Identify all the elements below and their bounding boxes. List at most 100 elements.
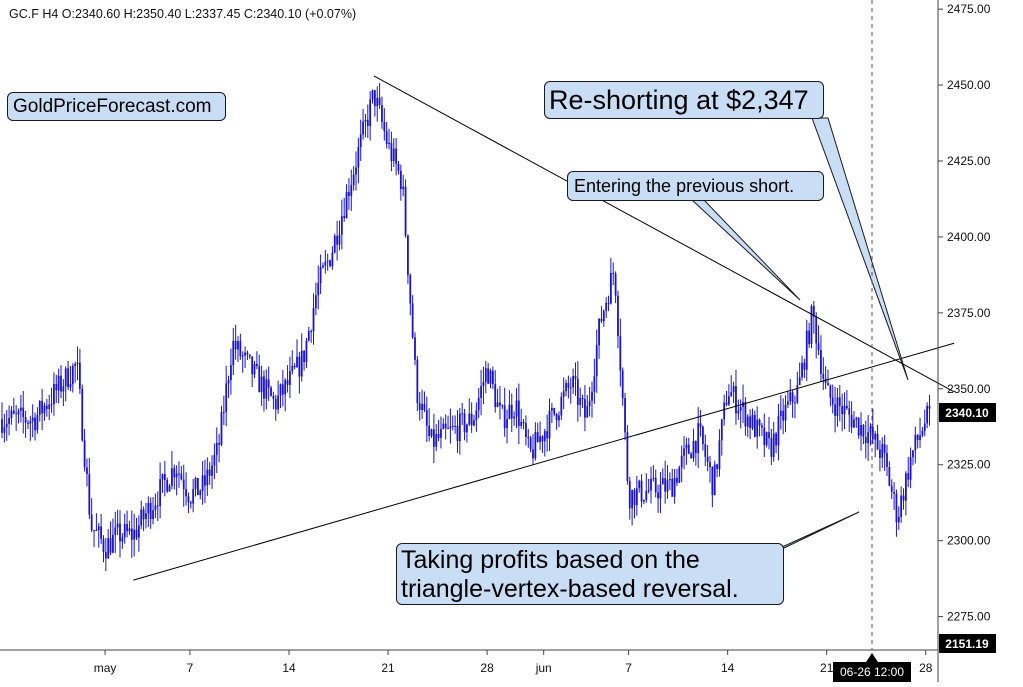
candle-body: [171, 468, 173, 486]
candle-body: [692, 441, 695, 459]
candle-body: [624, 398, 626, 433]
candle-body: [208, 469, 211, 476]
trendlines: [133, 75, 955, 581]
candle-body: [142, 509, 145, 520]
candle-body: [867, 432, 870, 444]
candle-body: [843, 405, 846, 415]
candle-body: [912, 450, 914, 458]
candle-body: [513, 416, 516, 419]
candle-body: [182, 479, 185, 490]
x-tick-label: 14: [282, 661, 296, 675]
candle-body: [522, 421, 525, 424]
candle-body: [154, 505, 157, 511]
candle-body: [310, 331, 313, 333]
candle-body: [900, 495, 903, 517]
candle-body: [751, 415, 754, 429]
candle-body: [666, 480, 669, 492]
candle-body: [166, 479, 169, 492]
y-axis-ticks: 2475.00 2450.00 2425.00 2400.00 2375.00 2350.…: [938, 2, 991, 624]
last-price-tag: 2340.10: [939, 403, 996, 422]
candle-body: [378, 97, 381, 105]
candle-body: [178, 473, 180, 475]
candle-body: [173, 468, 176, 478]
candle-body: [76, 362, 79, 364]
candle-body: [784, 404, 787, 421]
candle-body: [418, 403, 421, 411]
candle-body: [621, 370, 624, 399]
candle-body: [529, 437, 532, 450]
candle-body: [135, 529, 138, 538]
candle-body: [820, 350, 822, 374]
candle-body: [822, 373, 825, 379]
candle-body: [78, 362, 81, 389]
candle-body: [928, 405, 931, 409]
candle-body: [430, 429, 433, 437]
candle-body: [815, 316, 818, 344]
candle-body: [720, 419, 723, 441]
candle-body: [834, 404, 836, 416]
candle-body: [62, 386, 65, 392]
candle-body: [348, 191, 350, 197]
candle-body: [796, 385, 799, 403]
candle-body: [255, 364, 258, 367]
watermark-label: GoldPriceForecast.com: [7, 92, 226, 121]
candle-body: [241, 355, 244, 357]
candle-body: [303, 350, 305, 363]
candle-body: [808, 330, 811, 344]
candle-body: [635, 488, 638, 506]
candle-body: [801, 362, 803, 378]
candle-body: [503, 405, 506, 429]
candle-body: [765, 432, 768, 445]
y-tick-label: 2275.00: [947, 610, 991, 624]
axes: [0, 0, 939, 682]
candle-body: [687, 444, 690, 454]
candle-body: [130, 528, 133, 540]
candle-body: [168, 485, 171, 492]
candle-body: [93, 530, 95, 532]
candle-body: [737, 410, 740, 414]
candle-body: [848, 408, 851, 415]
candle-body: [775, 433, 777, 446]
candle-body: [864, 437, 867, 444]
candle-body: [67, 368, 69, 388]
candle-body: [333, 235, 336, 253]
candle-body: [654, 477, 657, 493]
candle-body: [546, 431, 549, 439]
candle-body: [281, 384, 284, 395]
candle-body: [432, 429, 435, 447]
candle-body: [567, 383, 570, 388]
callout-previous-short-text: Entering the previous short.: [574, 176, 795, 196]
candle-body: [74, 363, 77, 366]
candle-body: [411, 303, 414, 338]
candle-body: [461, 413, 464, 415]
candle-body: [713, 464, 716, 496]
candle-body: [34, 417, 36, 431]
candle-body: [133, 529, 136, 540]
callout-taking-profits: Taking profits based on the triangle-ver…: [396, 543, 784, 605]
candle-body: [923, 423, 926, 431]
candle-body: [371, 90, 374, 100]
candle-body: [782, 410, 785, 421]
candle-body: [468, 413, 471, 425]
candle-body: [515, 400, 518, 417]
candle-body: [29, 421, 32, 424]
candle-body: [680, 455, 683, 468]
candle-body: [369, 99, 372, 127]
candle-body: [298, 356, 301, 377]
candle-body: [317, 283, 320, 296]
candle-body: [392, 148, 395, 162]
candle-body: [27, 422, 29, 424]
candle-body: [926, 405, 929, 424]
candle-body: [668, 478, 671, 481]
candle-body: [60, 375, 62, 392]
candle-body: [671, 478, 674, 497]
candle-body: [119, 523, 121, 542]
candle-body: [883, 444, 886, 454]
candle-body: [265, 379, 268, 399]
candle-body: [189, 502, 192, 504]
candle-body: [246, 352, 249, 355]
candle-body: [643, 499, 645, 502]
candle-body: [322, 265, 324, 268]
candle-body: [534, 432, 537, 459]
